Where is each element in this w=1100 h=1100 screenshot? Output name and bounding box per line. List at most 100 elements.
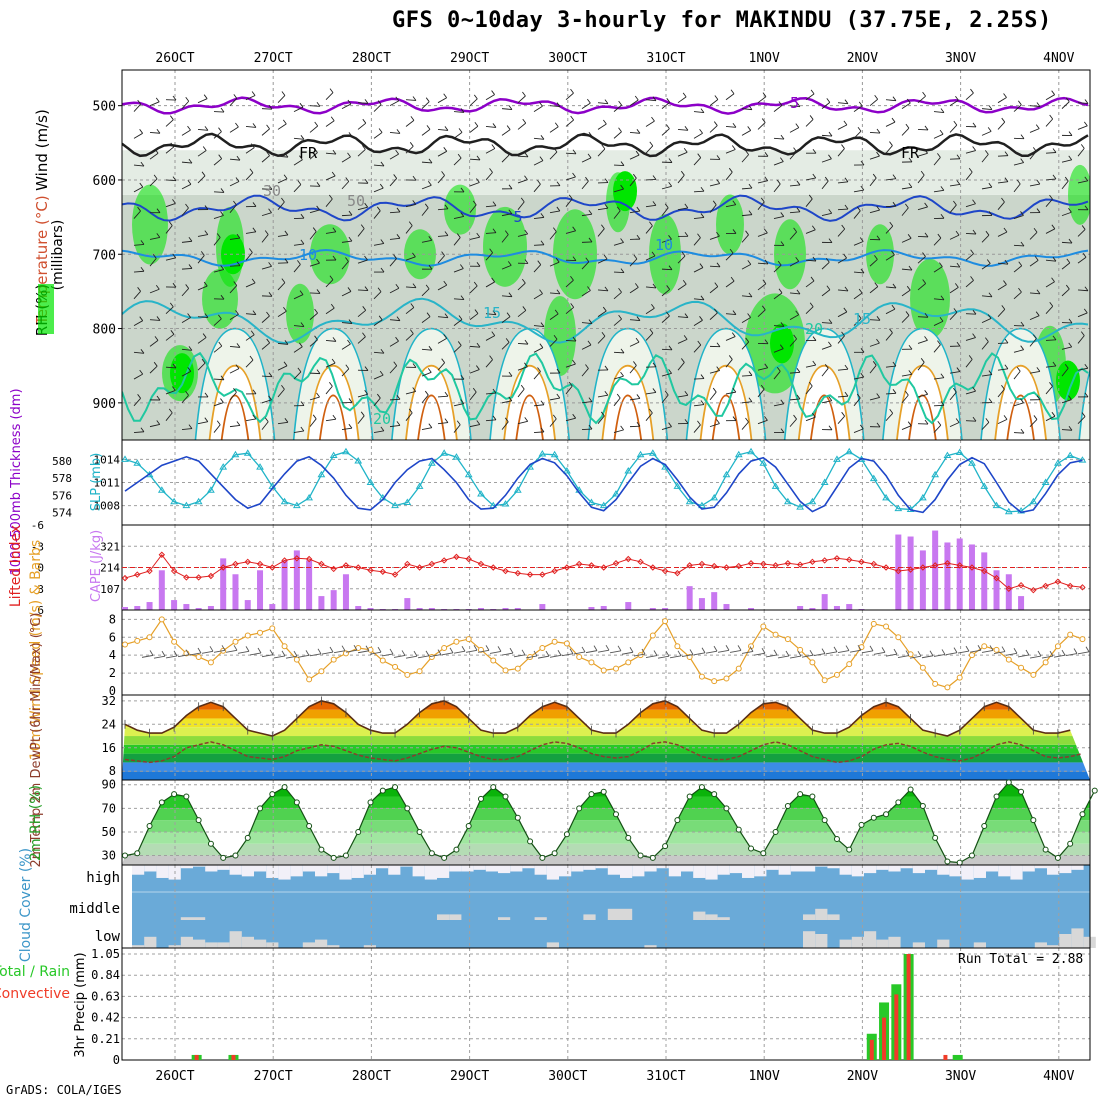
lifted-index-marker [772,562,779,569]
cloud-cell-high [132,865,145,875]
slp-marker [256,463,264,470]
wind-barb-flag [298,342,303,348]
wind-barb [549,231,557,240]
wind-barb [661,372,672,377]
wind-barb [469,204,477,213]
wind-barb [485,232,497,234]
wind-barb [709,183,720,187]
wind-barb-flag [428,423,433,428]
wind-barb [149,424,160,428]
wind-barb-10m-flag [593,645,598,651]
rh-2m-marker [404,805,411,812]
rh-2m-marker [392,784,399,791]
wind-barb [533,183,541,193]
wind-barb [965,92,974,101]
wind-barb-flag [428,236,433,241]
wind-barb [901,425,912,431]
wind-barb [661,128,670,136]
wind-barb [757,122,766,130]
lifted-index-marker [121,574,129,582]
wind-barb-flag [828,154,832,160]
wind-barb-flag [812,412,816,418]
wind-barb-flag [824,364,829,369]
cape-bar [404,598,411,610]
wind-barb-flag [1035,124,1040,129]
contour-label: 20 [373,410,391,428]
wind-barb [261,234,269,243]
slp-marker [415,482,424,489]
wind-barb-flag [636,206,641,212]
wind-barb-flag [732,416,737,421]
wind-barb-flag [761,305,766,311]
wind-barb-flag [268,395,272,401]
rh-2m-marker [379,787,386,794]
wind-barb [165,306,174,315]
rh-2m-marker [293,799,300,806]
wind-barb-flag [155,97,160,103]
cape-bar [355,606,362,610]
rh-2m-marker [821,817,828,824]
wind-barb-flag [828,319,833,324]
wind-barb [1077,180,1088,184]
wind-barb [997,201,1005,210]
wind-barb-flag [266,151,270,156]
wind-barb-flag [283,361,288,367]
wind-barb-10m-flag [485,645,490,651]
wind-barb [917,283,926,291]
wind-barb [277,365,288,371]
wind-barb [661,101,671,109]
wind-barb-flag [393,254,397,259]
wind-barb [597,258,608,264]
cloud-cell-high [1047,865,1060,875]
wind-barb [901,207,909,216]
wind-barb [389,319,400,322]
wind-barb-flag [892,361,897,367]
wind-barb-flag [172,199,176,204]
wind-barb [597,102,608,105]
wind-barb-10m [753,652,766,656]
rh-color-band [122,796,1090,809]
wind-barb [245,126,256,128]
wind-barb-flag [1084,205,1089,211]
rh-2m-marker [981,823,988,830]
wind-barb [581,261,590,270]
wind-barb-flag [970,88,974,94]
pressure-tick-label: 900 [93,397,116,412]
wind-barb-flag [281,384,285,390]
wind-barb-10m-flag [857,644,862,651]
wind-barb [1013,104,1022,112]
wind-barb-flag [616,393,621,399]
wind-barb [1061,288,1070,297]
cloud-cell-high [1059,865,1072,874]
cloud-cell-middle [534,917,547,920]
rh-2m-marker [477,795,484,802]
wind-barb-10m [693,652,706,656]
wind-barb-flag [856,393,861,399]
wind-barb [229,126,239,133]
wind-barb-flag [601,224,605,229]
rh-color-band [122,831,1090,844]
wind-barb-flag [282,119,287,125]
wind-barb [565,230,576,234]
wind-barb [325,120,335,127]
wind-barb [1045,365,1056,368]
wind-barb-flag [472,387,477,393]
lifted-index-marker [219,564,227,571]
wind-barb [613,242,624,246]
slp-marker [796,503,805,510]
wind-barb [245,282,256,288]
wind-barb-flag [156,395,161,401]
wind-barb [245,231,256,234]
wind-barb-flag [764,152,769,157]
wind-barb-flag [444,126,449,131]
lifted-index-marker [367,567,374,574]
wind-barb-10m-flag [461,646,466,652]
wind-barb-flag [252,202,257,207]
wind-barb-flag [809,302,814,308]
slp-marker [563,466,571,474]
wind-barb-flag [252,310,257,315]
date-label-top: 29OCT [450,51,489,66]
wind-barb [389,131,400,134]
lifted-index-marker [404,560,411,568]
wind-barb-10m-flag [533,650,538,657]
